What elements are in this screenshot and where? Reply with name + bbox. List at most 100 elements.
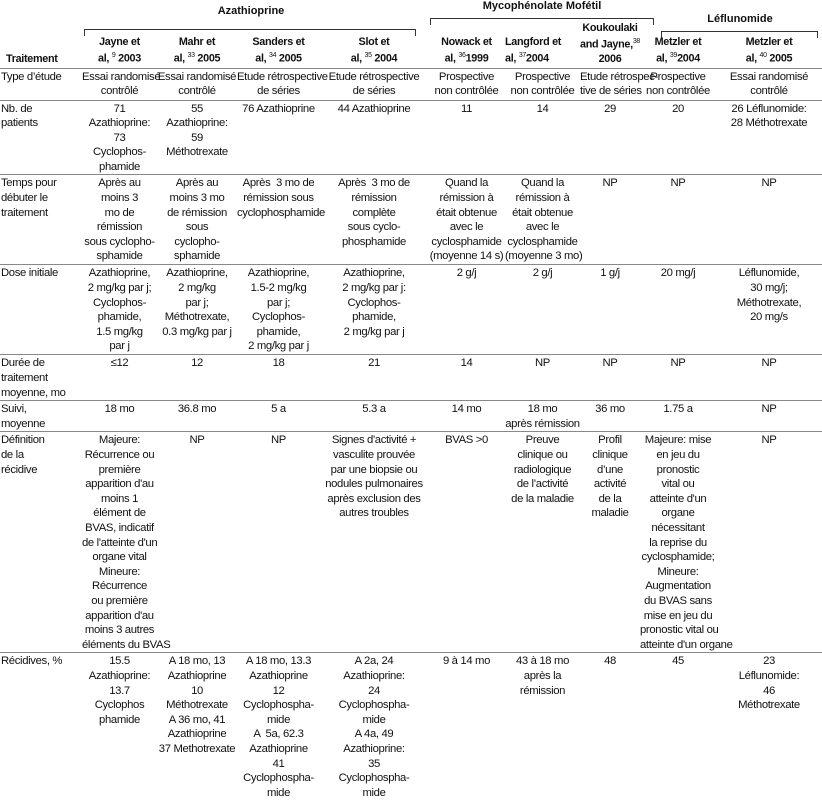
table-row: Temps pour débuter le traitement Après au…	[0, 174, 822, 265]
table-cell: NP	[580, 354, 640, 401]
study-reference: 40	[759, 51, 767, 59]
study-al: al,	[173, 52, 188, 65]
study-al: al,	[350, 52, 365, 65]
header-study: Slot et al, 35 2004	[320, 0, 428, 68]
study-reference: 9	[111, 51, 116, 59]
table-cell: 18	[237, 354, 320, 401]
table-cell: Profil clinique d’une activité de la mal…	[580, 431, 640, 653]
table-cell: NP	[505, 354, 580, 401]
study-year: 2004	[677, 52, 700, 65]
study-year: 2005	[276, 52, 302, 65]
table-cell: 45	[640, 652, 716, 805]
study-reference: 39	[669, 51, 678, 59]
table-cell: Après 3 mo de rémission complète sous cy…	[320, 174, 428, 265]
table-cell: Essai randomisé contrôlé	[716, 67, 822, 100]
table-cell: 11	[428, 99, 505, 175]
table-cell: ≤12	[82, 354, 157, 401]
study-year: 2004	[371, 52, 398, 65]
group-bracket-azathioprine	[84, 29, 416, 36]
study-year: 2006	[598, 52, 622, 65]
table-cell: Après au moins 3 mo de rémission sous cy…	[157, 174, 237, 265]
table-cell: 5 a	[237, 400, 320, 432]
table-cell: NP	[237, 431, 320, 653]
table-cell: Azathioprine, 1.5-2 mg/kg par j; Cycloph…	[237, 264, 320, 355]
study-author: Nowack et	[441, 35, 492, 48]
study-author: Koukoulaki and Jayne,	[580, 21, 638, 51]
study-reference: 37	[518, 51, 526, 59]
table-cell: 36.8 mo	[157, 400, 237, 432]
table-cell: Prospective non contrôlée	[428, 67, 505, 100]
study-reference: 38	[632, 37, 640, 45]
study-year: 2003	[115, 52, 141, 65]
table-cell: 48	[580, 652, 640, 805]
table-cell: 9 à 14 mo	[428, 652, 505, 805]
group-bracket-leflunomide	[661, 31, 818, 38]
table-cell: 55 Azathioprine: 59 Méthotrexate	[157, 99, 237, 175]
table-cell: 20	[640, 99, 716, 175]
header-study: Metzler et al, 392004	[640, 0, 716, 68]
study-reference: 35	[364, 51, 372, 59]
table-cell: 20 mg/j	[640, 264, 716, 355]
row-label: Temps pour débuter le traitement	[0, 174, 82, 265]
row-label: Type d’étude	[0, 67, 82, 100]
table-cell: A 18 mo, 13 Azathioprine 10 Méthotrexate…	[157, 652, 237, 805]
study-reference: 34	[269, 51, 277, 59]
row-label: Suivi, moyenne	[0, 400, 82, 432]
study-year: 2004	[526, 52, 549, 65]
study-al: al,	[444, 52, 459, 65]
study-year: 2005	[194, 52, 221, 65]
study-al: al,	[505, 52, 519, 65]
group-label-azathioprine: Azathioprine	[217, 5, 285, 17]
table-cell: 2 g/j	[505, 264, 580, 355]
table-cell: 76 Azathioprine	[237, 99, 320, 175]
table-cell: NP	[716, 431, 822, 653]
table-cell: 44 Azathioprine	[320, 99, 428, 175]
table-cell: NP	[580, 174, 640, 265]
row-label: Durée de traitement moyenne, mo	[0, 354, 82, 401]
study-year: 2005	[766, 52, 793, 65]
table-cell: 23 Léflunomide: 46 Méthotrexate	[716, 652, 822, 805]
table-cell: 14 mo	[428, 400, 505, 432]
header-row: Traitement Jayne et al, 9 2003 Mahr et al…	[0, 0, 822, 68]
study-al: al,	[98, 52, 112, 65]
table-cell: 1.75 a	[640, 400, 716, 432]
table-cell: 18 mo	[82, 400, 157, 432]
group-bracket-mycophenolate	[430, 18, 654, 25]
table-cell: Signes d'activité + vasculite prouvée pa…	[320, 431, 428, 653]
table-cell: 29	[580, 99, 640, 175]
table-row: Dose initiale Azathioprine, 2 mg/kg par j…	[0, 264, 822, 355]
table-cell: 14	[428, 354, 505, 401]
table-cell: 2 g/j	[428, 264, 505, 355]
table-cell: Quand la rémission à était obtenue avec …	[505, 174, 583, 265]
table-cell: Azathioprine, 2 mg/kg par j; Méthotrexat…	[157, 264, 237, 355]
table-cell: NP	[640, 174, 716, 265]
row-label: Définition de la récidive	[0, 431, 82, 653]
table-cell: A 18 mo, 13.3 Azathioprine 12 Cyclophosp…	[237, 652, 320, 805]
table-cell: Essai randomisé contrôlé	[157, 67, 237, 100]
table-cell: Majeure: mise en jeu du pronostic vital …	[640, 431, 733, 653]
table-cell: Etude rétrospective de séries	[237, 67, 328, 100]
table-cell: NP	[716, 174, 822, 265]
header-study: Sanders et al, 34 2005	[237, 0, 320, 68]
study-reference: 36	[458, 51, 466, 59]
header-study: Metzler et al, 40 2005	[716, 0, 822, 68]
study-reference: 33	[187, 51, 195, 59]
table-row: Suivi, moyenne 18 mo 36.8 mo 5 a 5.3 a 14 mo 1…	[0, 400, 822, 432]
table-cell: 1 g/j	[580, 264, 640, 355]
table-cell: 12	[157, 354, 237, 401]
table-cell: 18 mo après rémission	[505, 400, 580, 432]
table-cell: 36 mo	[580, 400, 640, 432]
study-year: 1999	[465, 52, 489, 65]
group-label-mycophenolate: Mycophénolate Mofétil	[482, 0, 602, 12]
table-cell: 21	[320, 354, 428, 401]
study-al: al,	[745, 52, 760, 65]
table-cell: 15.5 Azathioprine: 13.7 Cyclophos phamid…	[82, 652, 157, 805]
table-cell: Prospective non contrôlée	[505, 67, 580, 100]
table-cell: Léflunomide, 30 mg/j; Méthotrexate, 20 m…	[716, 264, 822, 355]
study-author: Sanders et	[252, 35, 305, 48]
table-cell: Majeure: Récurrence ou première appariti…	[82, 431, 171, 653]
study-author: Slot et	[358, 35, 390, 48]
row-label: Récidives, %	[0, 652, 82, 805]
table-row: Type d’étude Essai randomisé contrôlé Essa…	[0, 67, 822, 100]
